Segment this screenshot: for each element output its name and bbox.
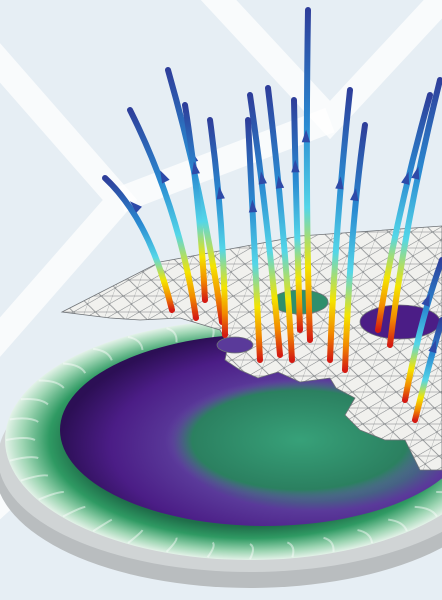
streamline [327,87,353,363]
streamline [291,97,303,333]
rim-ridge [20,474,49,482]
rim-ridge [127,529,144,544]
streamline-arrow-icon [160,170,170,184]
streamline-arrow-icon [216,186,225,200]
rim-ridge [166,327,178,343]
streamline [375,92,433,333]
streamline-arrow-icon [350,188,359,202]
rim-ridge [20,398,49,406]
rim-ridge [63,362,87,374]
rim-ridge [436,490,442,494]
rim-ridge [9,456,39,462]
streamline-arrow-icon [129,201,142,213]
streamline-arrow-icon [421,293,430,307]
streamline [387,77,442,348]
streamline-arrow-icon [335,176,344,190]
streamline-arrow-icon [428,339,437,354]
streamline [102,175,175,313]
rim-ridge [388,518,408,532]
rim-ridge [38,491,64,501]
streamline [247,92,283,358]
streamline-arrow-icon [291,159,300,173]
streamline-arrow-icon [301,129,311,143]
streamline-arrow-icon [248,199,258,213]
streamline [402,257,442,403]
streamline [207,117,228,338]
rim-ridge [357,529,373,544]
rim-ridge [206,541,215,558]
mesh-hole [216,336,254,354]
streamline [127,107,199,321]
streamline-arrow-icon [258,171,267,185]
rim-ridge [62,505,86,518]
streamline [245,117,263,363]
rim-ridge [165,537,178,553]
streamline [412,317,442,423]
streamline [182,102,208,303]
streamline-arrow-icon [411,166,420,180]
streamline [303,7,313,343]
rim-ridge [127,335,144,351]
streamline [265,85,295,363]
streamline-arrow-icon [401,171,410,185]
rim-ridge [93,347,113,361]
rim-ridge [9,417,39,423]
streamlines [102,7,442,423]
rim-ridge [92,518,113,533]
streamline [342,122,368,373]
rim-ridge [5,437,36,441]
rim-ridge [38,379,65,389]
rim-ridge [286,541,295,558]
rim-ridge [249,543,254,560]
streamline-arrow-icon [275,175,285,189]
rim-ridge [323,536,335,552]
rim-ridge [414,505,438,518]
streamline-arrow-icon [191,161,201,175]
